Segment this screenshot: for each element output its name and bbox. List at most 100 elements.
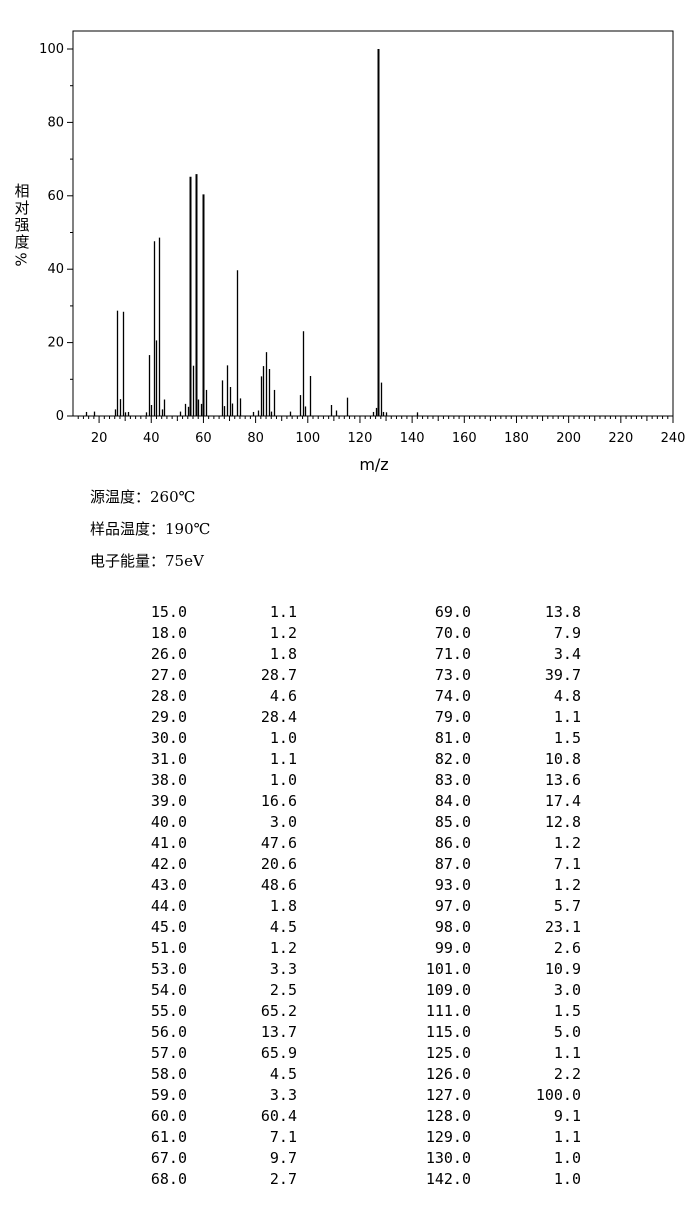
- intensity-cell: 39.7: [544, 666, 581, 684]
- intensity-cell: 1.8: [269, 897, 297, 915]
- mz-cell: 97.0: [434, 897, 471, 915]
- mz-cell: 81.0: [434, 729, 471, 747]
- sample-temperature: 样品温度：190℃: [90, 520, 211, 538]
- intensity-cell: 2.2: [553, 1065, 581, 1083]
- intensity-cell: 2.6: [553, 939, 581, 957]
- y-axis-label-char: 强: [14, 216, 30, 234]
- mz-cell: 41.0: [150, 834, 187, 852]
- peak-table: 15.0 1.1 69.0 13.8 18.0 1.2 70.0 7.9 26.0 1.8 71.0…: [0, 602, 696, 1190]
- table-row: 26.0 1.8 71.0 3.4: [0, 644, 696, 665]
- mz-cell: 56.0: [150, 1023, 187, 1041]
- mz-cell: 85.0: [434, 813, 471, 831]
- intensity-cell: 1.2: [553, 876, 581, 894]
- mz-cell: 38.0: [150, 771, 187, 789]
- intensity-cell: 7.1: [553, 855, 581, 873]
- mz-cell: 44.0: [150, 897, 187, 915]
- mz-cell: 43.0: [150, 876, 187, 894]
- intensity-cell: 1.1: [553, 1128, 581, 1146]
- intensity-cell: 4.5: [269, 1065, 297, 1083]
- intensity-cell: 3.4: [553, 645, 581, 663]
- mz-cell: 142.0: [425, 1170, 471, 1188]
- intensity-cell: 10.9: [544, 960, 581, 978]
- x-tick-label: 40: [143, 431, 160, 446]
- table-row: 57.0 65.9 125.0 1.1: [0, 1043, 696, 1064]
- mz-cell: 74.0: [434, 687, 471, 705]
- intensity-cell: 65.9: [260, 1044, 297, 1062]
- table-row: 45.0 4.5 98.0 23.1: [0, 917, 696, 938]
- x-tick-label: 20: [91, 431, 108, 446]
- x-tick-label: 200: [556, 431, 581, 446]
- mz-cell: 79.0: [434, 708, 471, 726]
- table-row: 67.0 9.7 130.0 1.0: [0, 1148, 696, 1169]
- intensity-cell: 1.8: [269, 645, 297, 663]
- mz-cell: 51.0: [150, 939, 187, 957]
- table-row: 51.0 1.2 99.0 2.6: [0, 938, 696, 959]
- table-row: 59.0 3.3 127.0 100.0: [0, 1085, 696, 1106]
- intensity-cell: 1.2: [269, 624, 297, 642]
- mz-cell: 29.0: [150, 708, 187, 726]
- intensity-cell: 1.0: [553, 1149, 581, 1167]
- table-row: 61.0 7.1 129.0 1.1: [0, 1127, 696, 1148]
- x-tick-label: 60: [195, 431, 212, 446]
- intensity-cell: 1.0: [269, 729, 297, 747]
- intensity-cell: 1.1: [553, 1044, 581, 1062]
- y-axis-label-text: 相对强度%: [12, 183, 32, 268]
- intensity-cell: 1.2: [269, 939, 297, 957]
- mz-cell: 111.0: [425, 1002, 471, 1020]
- table-row: 38.0 1.0 83.0 13.6: [0, 770, 696, 791]
- mz-cell: 30.0: [150, 729, 187, 747]
- mz-cell: 115.0: [425, 1023, 471, 1041]
- mz-cell: 73.0: [434, 666, 471, 684]
- plot-frame: [72, 30, 674, 417]
- y-tick-label: 80: [47, 115, 64, 130]
- electron-energy: 电子能量：75eV: [90, 552, 204, 570]
- table-row: 55.0 65.2 111.0 1.5: [0, 1001, 696, 1022]
- intensity-cell: 4.8: [553, 687, 581, 705]
- intensity-cell: 60.4: [260, 1107, 297, 1125]
- intensity-cell: 48.6: [260, 876, 297, 894]
- table-row: 41.0 47.6 86.0 1.2: [0, 833, 696, 854]
- mz-cell: 128.0: [425, 1107, 471, 1125]
- mz-cell: 53.0: [150, 960, 187, 978]
- intensity-cell: 1.1: [553, 708, 581, 726]
- intensity-cell: 16.6: [260, 792, 297, 810]
- intensity-cell: 5.7: [553, 897, 581, 915]
- y-tick-label: 40: [47, 262, 64, 277]
- intensity-cell: 28.4: [260, 708, 297, 726]
- intensity-cell: 1.5: [553, 729, 581, 747]
- mz-cell: 15.0: [150, 603, 187, 621]
- table-row: 39.0 16.6 84.0 17.4: [0, 791, 696, 812]
- y-tick-label: 20: [47, 336, 64, 351]
- mz-cell: 45.0: [150, 918, 187, 936]
- table-row: 15.0 1.1 69.0 13.8: [0, 602, 696, 623]
- x-tick-label: 220: [608, 431, 633, 446]
- mz-cell: 40.0: [150, 813, 187, 831]
- x-axis-label: m/z: [359, 455, 388, 474]
- mz-cell: 58.0: [150, 1065, 187, 1083]
- mz-cell: 83.0: [434, 771, 471, 789]
- mz-cell: 93.0: [434, 876, 471, 894]
- mz-cell: 57.0: [150, 1044, 187, 1062]
- mz-cell: 82.0: [434, 750, 471, 768]
- y-axis-label: 相对强度%: [12, 183, 32, 268]
- x-tick-label: 100: [295, 431, 320, 446]
- table-row: 60.0 60.4 128.0 9.1: [0, 1106, 696, 1127]
- table-row: 42.0 20.6 87.0 7.1: [0, 854, 696, 875]
- intensity-cell: 5.0: [553, 1023, 581, 1041]
- mz-cell: 61.0: [150, 1128, 187, 1146]
- intensity-cell: 10.8: [544, 750, 581, 768]
- table-row: 43.0 48.6 93.0 1.2: [0, 875, 696, 896]
- mz-cell: 129.0: [425, 1128, 471, 1146]
- table-row: 29.0 28.4 79.0 1.1: [0, 707, 696, 728]
- x-tick-label: 80: [247, 431, 264, 446]
- mz-cell: 109.0: [425, 981, 471, 999]
- intensity-cell: 20.6: [260, 855, 297, 873]
- y-tick-label: 100: [39, 42, 64, 57]
- y-tick-label: 60: [47, 189, 64, 204]
- mz-cell: 31.0: [150, 750, 187, 768]
- y-axis-label-char: 对: [14, 199, 30, 217]
- intensity-cell: 3.0: [553, 981, 581, 999]
- mz-cell: 18.0: [150, 624, 187, 642]
- mz-cell: 39.0: [150, 792, 187, 810]
